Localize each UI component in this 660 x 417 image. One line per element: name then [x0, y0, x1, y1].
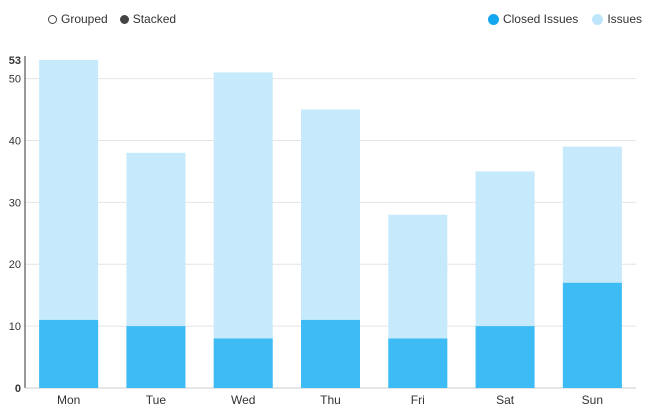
bar-closed-issues-fri	[388, 338, 448, 388]
y-tick-label-0: 0	[15, 383, 21, 395]
y-tick-label-40: 40	[9, 135, 21, 147]
x-tick-label-fri: Fri	[411, 393, 425, 407]
y-tick-label-53: 53	[9, 55, 21, 67]
x-tick-label-tue: Tue	[146, 393, 167, 407]
y-tick-label-50: 50	[9, 74, 21, 86]
bar-closed-issues-sat	[475, 326, 535, 388]
bar-closed-issues-tue	[126, 326, 186, 388]
grouped-radio-indicator	[48, 14, 57, 24]
legend-item-closed-issues[interactable]: Closed Issues	[487, 12, 579, 26]
grouped-radio[interactable]: Grouped	[48, 12, 108, 26]
legend-label-issues: Issues	[607, 12, 642, 26]
stacked-radio-indicator	[119, 14, 129, 24]
legend-label-closed-issues: Closed Issues	[502, 12, 579, 26]
legend-swatch-closed-issues	[487, 13, 499, 25]
x-tick-label-sun: Sun	[582, 393, 603, 407]
bar-closed-issues-sun	[562, 282, 622, 388]
y-tick-label-30: 30	[9, 197, 21, 209]
bar-closed-issues-wed	[213, 338, 273, 388]
legend-swatch-issues	[592, 13, 604, 25]
chart-mode-controls: Grouped Stacked	[48, 12, 176, 26]
bar-issues-wed	[213, 72, 273, 389]
y-tick-label-10: 10	[9, 321, 21, 333]
legend-item-issues[interactable]: Issues	[592, 12, 642, 26]
chart-legend: Closed Issues Issues	[487, 12, 642, 26]
x-tick-label-wed: Wed	[231, 393, 255, 407]
bar-closed-issues-mon	[39, 319, 99, 388]
stacked-label: Stacked	[132, 12, 177, 26]
bar-closed-issues-thu	[301, 319, 360, 388]
y-tick-label-20: 20	[9, 259, 21, 271]
grouped-label: Grouped	[61, 12, 108, 26]
stacked-radio[interactable]: Stacked	[119, 12, 177, 26]
x-tick-label-thu: Thu	[320, 393, 341, 407]
x-tick-label-sat: Sat	[496, 393, 515, 407]
x-tick-label-mon: Mon	[57, 393, 80, 407]
